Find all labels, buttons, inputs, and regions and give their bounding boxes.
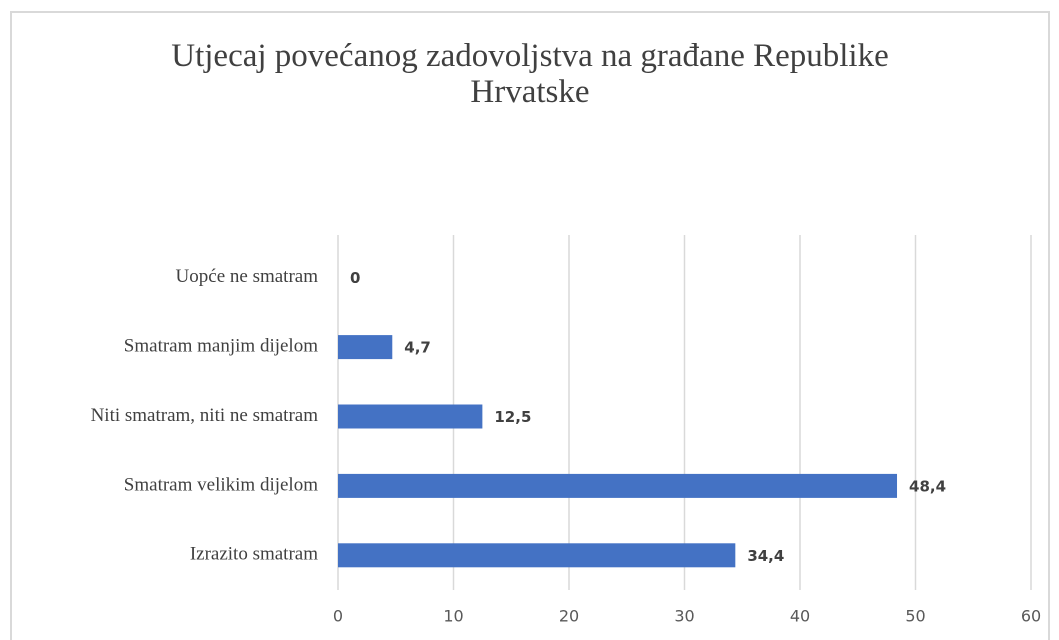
y-tick-label: Izrazito smatram xyxy=(190,544,318,565)
value-label: 48,4 xyxy=(909,477,946,495)
value-label: 34,4 xyxy=(747,547,784,565)
chart-frame xyxy=(10,11,1050,640)
x-tick-label: 60 xyxy=(1021,607,1041,626)
y-tick-label: Niti smatram, niti ne smatram xyxy=(91,405,319,426)
bar xyxy=(338,404,483,429)
chart-title: Utjecaj povećanog zadovoljstva na građan… xyxy=(171,38,889,110)
y-tick-label: Smatram manjim dijelom xyxy=(124,335,318,356)
x-tick-label: 10 xyxy=(443,607,463,626)
x-tick-label: 50 xyxy=(905,607,925,626)
value-label: 12,5 xyxy=(494,408,531,426)
value-label: 0 xyxy=(350,269,360,287)
y-tick-label: Smatram velikim dijelom xyxy=(124,474,318,495)
bar xyxy=(338,335,393,360)
x-tick-label: 30 xyxy=(674,607,694,626)
y-tick-label: Uopće ne smatram xyxy=(176,266,319,287)
x-tick-label: 0 xyxy=(333,607,343,626)
bar xyxy=(338,543,736,568)
x-tick-label: 20 xyxy=(559,607,579,626)
x-tick-label: 40 xyxy=(790,607,810,626)
bar xyxy=(338,473,898,498)
value-label: 4,7 xyxy=(404,339,431,357)
